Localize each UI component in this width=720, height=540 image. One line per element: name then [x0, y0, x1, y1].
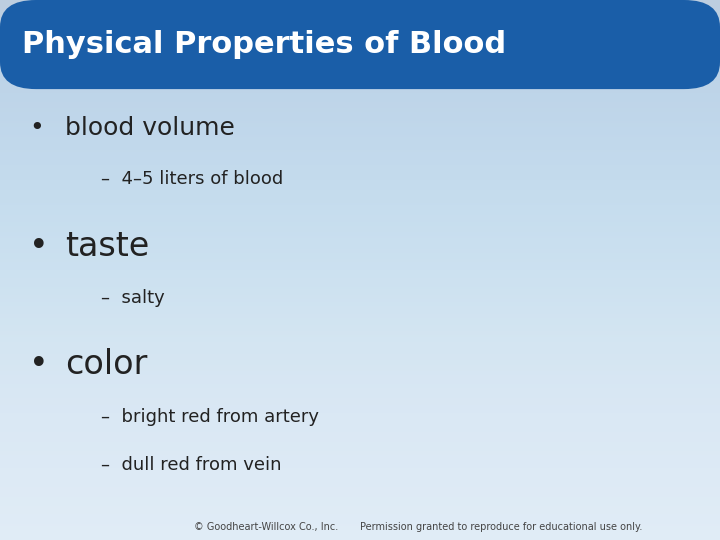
Text: Permission granted to reproduce for educational use only.: Permission granted to reproduce for educ… [360, 522, 642, 532]
Text: –  salty: – salty [101, 289, 165, 307]
Text: •: • [29, 348, 48, 381]
Text: –  4–5 liters of blood: – 4–5 liters of blood [101, 170, 283, 188]
Text: •: • [29, 116, 43, 140]
FancyBboxPatch shape [0, 0, 720, 89]
Text: Physical Properties of Blood: Physical Properties of Blood [22, 30, 505, 59]
Text: © Goodheart-Willcox Co., Inc.: © Goodheart-Willcox Co., Inc. [194, 522, 338, 532]
Text: –  dull red from vein: – dull red from vein [101, 456, 282, 474]
Text: blood volume: blood volume [65, 116, 235, 140]
Text: taste: taste [65, 230, 149, 262]
Text: color: color [65, 348, 147, 381]
Text: –  bright red from artery: – bright red from artery [101, 408, 319, 426]
Text: •: • [29, 230, 48, 262]
